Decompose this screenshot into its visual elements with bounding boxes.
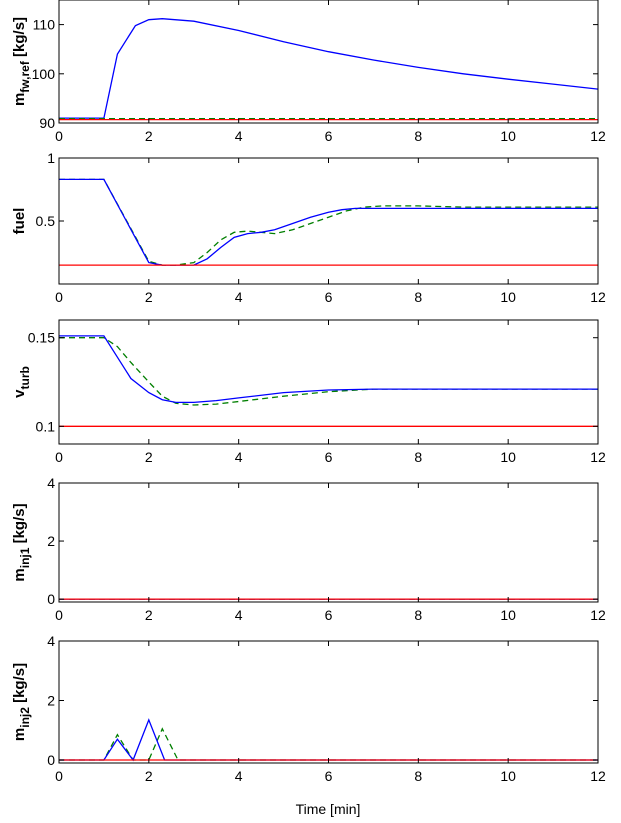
x-tick-label: 10 <box>500 449 516 465</box>
y-axis-label: vturb <box>11 366 32 398</box>
x-tick-label: 0 <box>55 768 63 784</box>
x-tick-label: 0 <box>55 289 63 305</box>
x-tick-label: 12 <box>590 289 606 305</box>
x-tick-label: 0 <box>55 607 63 623</box>
x-tick-label: 6 <box>325 128 333 144</box>
y-tick-label: 0.1 <box>36 418 56 434</box>
y-tick-label: 0 <box>47 591 55 607</box>
x-tick-label: 10 <box>500 768 516 784</box>
x-tick-label: 2 <box>145 128 153 144</box>
x-tick-label: 2 <box>145 607 153 623</box>
y-axis-label: fuel <box>11 208 28 235</box>
y-tick-label: 4 <box>47 475 55 491</box>
x-axis-label: Time [min] <box>296 801 361 817</box>
x-tick-label: 2 <box>145 449 153 465</box>
x-tick-label: 4 <box>235 128 243 144</box>
x-tick-label: 8 <box>414 607 422 623</box>
x-tick-label: 4 <box>235 449 243 465</box>
y-axis-label: minj1 [kg/s] <box>11 503 32 581</box>
x-tick-label: 4 <box>235 768 243 784</box>
x-tick-label: 8 <box>414 128 422 144</box>
x-tick-label: 12 <box>590 768 606 784</box>
plot-area <box>59 483 598 602</box>
subplot-3: 0 2 4 6 8 10 12 0.1 0.15 vturb <box>11 319 606 465</box>
x-tick-label: 10 <box>500 289 516 305</box>
y-tick-label: 4 <box>47 633 55 649</box>
y-tick-label: 0.15 <box>28 330 55 346</box>
x-tick-label: 12 <box>590 128 606 144</box>
y-tick-label: 1 <box>47 150 55 166</box>
plot-area <box>59 0 598 123</box>
x-tick-label: 0 <box>55 449 63 465</box>
x-tick-label: 4 <box>235 607 243 623</box>
y-axis-label: mfw,ref [kg/s] <box>11 17 32 106</box>
x-tick-label: 8 <box>414 289 422 305</box>
series-line-solid-2 <box>59 335 598 404</box>
x-tick-label: 8 <box>414 768 422 784</box>
y-tick-label: 0 <box>47 752 55 768</box>
x-tick-label: 8 <box>414 449 422 465</box>
y-tick-label: 100 <box>32 66 56 82</box>
x-tick-label: 6 <box>325 768 333 784</box>
x-tick-label: 12 <box>590 607 606 623</box>
x-tick-label: 12 <box>590 449 606 465</box>
plot-area <box>59 320 598 444</box>
subplot-2: 0 2 4 6 8 10 12 0.5 1 fuel <box>11 150 606 305</box>
series-line-solid-1 <box>59 18 599 119</box>
y-tick-label: 2 <box>47 533 55 549</box>
x-tick-label: 0 <box>55 128 63 144</box>
y-tick-label: 0.5 <box>36 213 56 229</box>
x-tick-label: 6 <box>325 449 333 465</box>
y-tick-label: 90 <box>39 115 55 131</box>
x-tick-label: 10 <box>500 128 516 144</box>
x-tick-label: 10 <box>500 607 516 623</box>
subplot-4: 0 2 4 6 8 10 12 0 2 4 minj1 [kg/s] <box>11 475 606 623</box>
y-tick-label: 110 <box>33 17 56 33</box>
x-tick-label: 6 <box>325 607 333 623</box>
x-tick-label: 2 <box>145 768 153 784</box>
subplot-5: 0 2 4 6 8 10 12 0 2 4 minj2 [kg/s] <box>11 633 606 784</box>
y-tick-label: 2 <box>47 693 55 709</box>
series-line-dashed-1 <box>59 337 598 406</box>
plot-area <box>59 641 598 763</box>
x-tick-label: 6 <box>325 289 333 305</box>
x-tick-label: 2 <box>145 289 153 305</box>
x-tick-label: 4 <box>235 289 243 305</box>
y-axis-label: minj2 [kg/s] <box>11 663 32 741</box>
